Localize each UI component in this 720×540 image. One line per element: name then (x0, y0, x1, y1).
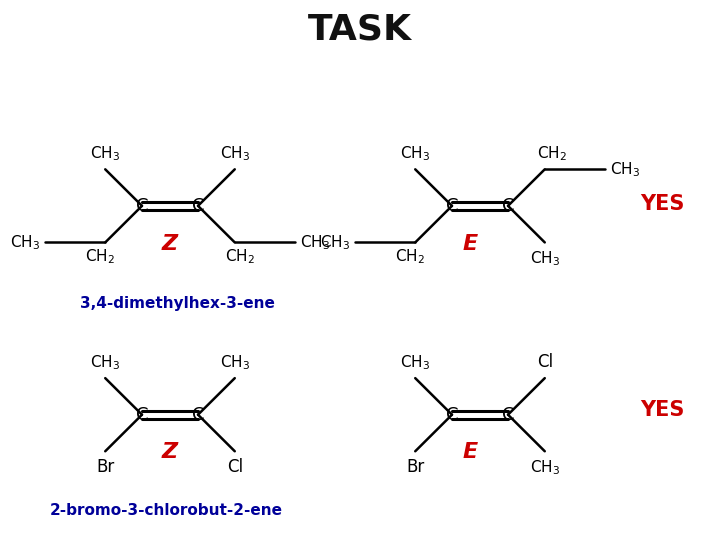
Text: YES: YES (641, 400, 685, 420)
Text: $\mathrm{CH_3}$: $\mathrm{CH_3}$ (320, 233, 350, 252)
Text: $\mathrm{CH_3}$: $\mathrm{CH_3}$ (400, 353, 431, 372)
Text: Br: Br (96, 458, 114, 476)
Text: C: C (136, 406, 148, 424)
Text: C: C (192, 197, 204, 215)
Text: Br: Br (406, 458, 424, 476)
Text: 3,4-dimethylhex-3-ene: 3,4-dimethylhex-3-ene (80, 296, 275, 311)
Text: $\mathrm{CH_3}$: $\mathrm{CH_3}$ (300, 233, 330, 252)
Text: Cl: Cl (536, 353, 553, 371)
Text: E: E (462, 234, 477, 254)
Text: $\mathrm{CH_2}$: $\mathrm{CH_2}$ (85, 247, 115, 266)
Text: C: C (136, 197, 148, 215)
Text: Z: Z (162, 234, 178, 254)
Text: $\mathrm{CH_3}$: $\mathrm{CH_3}$ (10, 233, 40, 252)
Text: E: E (462, 442, 477, 462)
Text: 2-bromo-3-chlorobut-2-ene: 2-bromo-3-chlorobut-2-ene (50, 503, 283, 518)
Text: YES: YES (641, 194, 685, 214)
Text: C: C (446, 406, 458, 424)
Text: $\mathrm{CH_3}$: $\mathrm{CH_3}$ (90, 144, 120, 163)
Text: TASK: TASK (308, 12, 412, 46)
Text: $\mathrm{CH_2}$: $\mathrm{CH_2}$ (537, 144, 567, 163)
Text: $\mathrm{CH_2}$: $\mathrm{CH_2}$ (225, 247, 255, 266)
Text: $\mathrm{CH_3}$: $\mathrm{CH_3}$ (400, 144, 431, 163)
Text: C: C (502, 406, 514, 424)
Text: $\mathrm{CH_3}$: $\mathrm{CH_3}$ (530, 458, 560, 476)
Text: C: C (192, 406, 204, 424)
Text: Cl: Cl (227, 458, 243, 476)
Text: $\mathrm{CH_3}$: $\mathrm{CH_3}$ (90, 353, 120, 372)
Text: Z: Z (162, 442, 178, 462)
Text: $\mathrm{CH_2}$: $\mathrm{CH_2}$ (395, 247, 426, 266)
Text: $\mathrm{CH_3}$: $\mathrm{CH_3}$ (220, 144, 250, 163)
Text: C: C (502, 197, 514, 215)
Text: $\mathrm{CH_3}$: $\mathrm{CH_3}$ (530, 249, 560, 268)
Text: $\mathrm{CH_3}$: $\mathrm{CH_3}$ (220, 353, 250, 372)
Text: $\mathrm{CH_3}$: $\mathrm{CH_3}$ (610, 160, 640, 179)
Text: C: C (446, 197, 458, 215)
